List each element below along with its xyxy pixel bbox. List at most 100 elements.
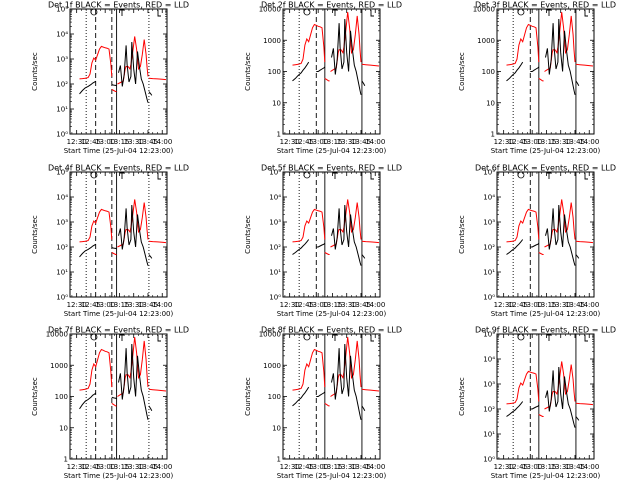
x-tick-label: 12:30: [494, 138, 514, 146]
y-tick-label: 10¹: [56, 269, 68, 277]
x-tick-label: 12:45: [508, 138, 528, 146]
y-axis-label: Counts/sec: [31, 377, 39, 416]
x-axis-label: Start Time (25-Jul-04 12:23:00): [491, 310, 601, 318]
series-lld-line: [79, 348, 113, 391]
state-marker-tick: [547, 172, 551, 179]
state-marker-tick: [120, 172, 124, 179]
y-tick-label: 10: [59, 424, 68, 432]
x-tick-label: 13:30: [337, 301, 357, 309]
y-axis-label: Counts/sec: [458, 215, 466, 254]
series-events-line: [148, 91, 153, 96]
y-tick-label: 10²: [269, 244, 281, 252]
y-axis-label: Counts/sec: [244, 377, 252, 416]
x-axis-label: Start Time (25-Jul-04 12:23:00): [64, 147, 174, 155]
y-tick-label: 10³: [269, 219, 281, 227]
series-events-line: [361, 80, 366, 86]
y-axis-label: Counts/sec: [244, 215, 252, 254]
state-marker-corner: [370, 173, 374, 180]
y-tick-label: 10⁴: [483, 194, 495, 202]
detector-panel-4: Det 4f BLACK = Events, RED = LLD Counts/s…: [31, 164, 189, 319]
x-tick-label: 13:30: [551, 138, 571, 146]
y-tick-label: 100: [55, 393, 68, 401]
x-tick-label: 12:30: [494, 463, 514, 471]
y-tick-label: 10⁰: [56, 131, 68, 139]
detector-panel-9: Det 9f BLACK = Events, RED = LLD Counts/s…: [458, 326, 616, 480]
state-marker-tick: [333, 9, 337, 16]
series-lld-line: [148, 388, 167, 392]
series-events-line: [292, 386, 310, 407]
x-tick-label: 12:30: [494, 301, 514, 309]
plot-area: [292, 172, 380, 297]
series-lld-line: [79, 208, 113, 243]
y-tick-label: 10³: [56, 219, 68, 227]
panel-title: Det 7f BLACK = Events, RED = LLD: [48, 326, 189, 335]
x-tick-label: 12:30: [280, 138, 300, 146]
x-tick-label: 12:30: [67, 301, 87, 309]
y-tick-label: 10²: [56, 81, 68, 89]
y-tick-label: 1: [64, 456, 68, 464]
series-lld-line: [292, 23, 326, 66]
x-tick-label: 14:00: [152, 138, 172, 146]
x-axis-label: Start Time (25-Jul-04 12:23:00): [64, 310, 174, 318]
state-marker-circle: [517, 8, 525, 16]
series-events-line: [331, 343, 362, 420]
x-axis-label: Start Time (25-Jul-04 12:23:00): [277, 147, 387, 155]
y-tick-label: 10000: [46, 331, 68, 339]
y-tick-label: 10³: [483, 381, 495, 389]
plot-area: [79, 172, 167, 297]
x-tick-label: 13:30: [337, 463, 357, 471]
y-tick-label: 10⁴: [483, 356, 495, 364]
x-tick-label: 13:45: [565, 463, 585, 471]
series-lld-line: [292, 208, 326, 243]
plot-area: [506, 334, 594, 459]
panel-title: Det 3f BLACK = Events, RED = LLD: [475, 1, 616, 10]
series-lld-line: [506, 23, 540, 66]
x-tick-label: 12:45: [294, 138, 314, 146]
x-tick-label: 13:30: [124, 138, 144, 146]
series-events-line: [316, 242, 326, 248]
y-tick-label: 100: [268, 393, 281, 401]
series-lld-line: [538, 414, 544, 417]
series-events-line: [79, 392, 97, 410]
x-tick-label: 13:45: [351, 138, 371, 146]
y-axis-label: Counts/sec: [244, 52, 252, 91]
y-tick-label: 10: [272, 424, 281, 432]
detector-panel-3: Det 3f BLACK = Events, RED = LLD Counts/s…: [458, 1, 616, 156]
series-lld-line: [575, 63, 594, 67]
plot-frame: [282, 333, 381, 460]
series-lld-line: [111, 89, 117, 92]
y-tick-label: 10⁴: [56, 31, 68, 39]
state-marker-tick: [333, 334, 337, 341]
state-marker-circle: [517, 171, 525, 179]
x-tick-label: 13:15: [322, 138, 342, 146]
y-axis-label: Counts/sec: [31, 52, 39, 91]
x-axis-label: Start Time (25-Jul-04 12:23:00): [277, 472, 387, 480]
x-tick-label: 13:00: [308, 463, 328, 471]
series-events-line: [506, 239, 524, 255]
x-tick-label: 13:00: [522, 463, 542, 471]
y-tick-label: 10⁴: [56, 194, 68, 202]
y-tick-label: 10⁵: [483, 331, 495, 339]
x-tick-label: 13:45: [138, 301, 158, 309]
x-tick-label: 14:00: [365, 301, 385, 309]
x-tick-label: 14:00: [579, 138, 599, 146]
plot-frame: [282, 171, 381, 298]
x-tick-label: 13:00: [308, 138, 328, 146]
x-tick-label: 13:30: [124, 301, 144, 309]
state-marker-corner: [370, 10, 374, 17]
y-tick-label: 10⁴: [269, 194, 281, 202]
x-tick-label: 13:00: [95, 463, 115, 471]
plot-area: [79, 9, 167, 134]
x-tick-label: 12:30: [67, 138, 87, 146]
y-tick-label: 10³: [56, 56, 68, 64]
x-tick-label: 12:45: [294, 301, 314, 309]
x-tick-label: 13:30: [337, 138, 357, 146]
y-tick-label: 1000: [50, 362, 68, 370]
y-tick-label: 10⁵: [483, 169, 495, 177]
y-tick-label: 10²: [483, 406, 495, 414]
detector-panel-1: Det 1f BLACK = Events, RED = LLD Counts/s…: [31, 1, 189, 156]
detector-panel-5: Det 5f BLACK = Events, RED = LLD Counts/s…: [244, 164, 402, 319]
x-tick-label: 13:15: [536, 301, 556, 309]
panel-title: Det 1f BLACK = Events, RED = LLD: [48, 1, 189, 10]
